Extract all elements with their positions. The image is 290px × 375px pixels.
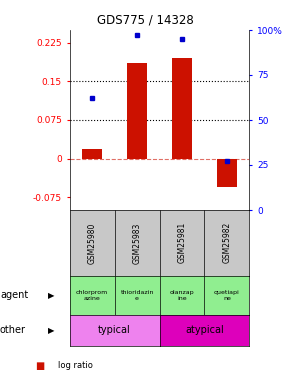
Text: GSM25980: GSM25980: [88, 222, 97, 264]
Bar: [172, 58, 192, 159]
Text: GSM25981: GSM25981: [177, 222, 186, 263]
Text: GSM25982: GSM25982: [222, 222, 231, 263]
Bar: [127, 63, 147, 159]
Text: agent: agent: [0, 290, 28, 300]
Text: chlorprom
azine: chlorprom azine: [76, 290, 108, 301]
Bar: [217, 159, 237, 187]
Text: other: other: [0, 326, 26, 335]
Text: log ratio: log ratio: [58, 361, 93, 370]
Text: thioridazin
e: thioridazin e: [120, 290, 154, 301]
Text: GDS775 / 14328: GDS775 / 14328: [97, 13, 193, 26]
Text: ■: ■: [35, 361, 44, 371]
Text: ▶: ▶: [48, 326, 54, 335]
Text: GSM25983: GSM25983: [133, 222, 142, 264]
Text: olanzap
ine: olanzap ine: [170, 290, 194, 301]
Text: quetiapi
ne: quetiapi ne: [214, 290, 240, 301]
Bar: [82, 149, 102, 159]
Text: typical: typical: [98, 326, 131, 335]
Text: ▶: ▶: [48, 291, 54, 300]
Text: atypical: atypical: [185, 326, 224, 335]
